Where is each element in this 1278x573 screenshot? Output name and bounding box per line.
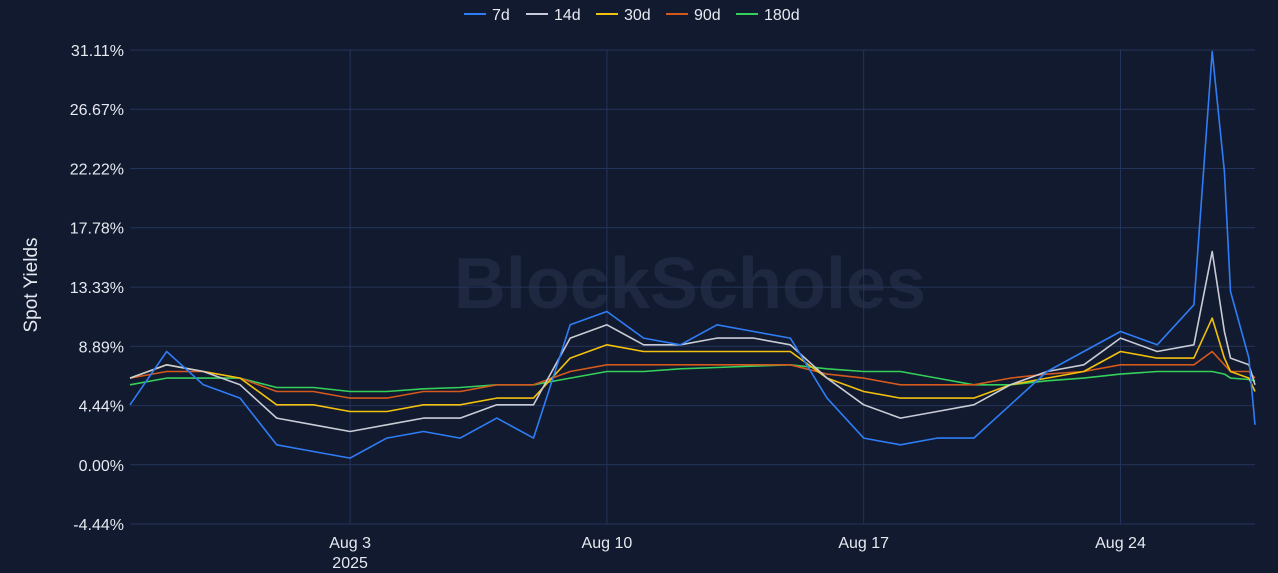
series-line-14d [129,250,1256,433]
y-tick-label: 4.44% [79,399,124,416]
y-tick-label: 31.11% [71,43,124,60]
y-axis: 31.11% 26.67% 22.22% 17.78% 13.33% 8.89% 4.44%… [70,43,124,534]
x-tick-label: Aug 10 [582,535,633,552]
y-tick-label: 26.67% [70,102,124,119]
y-tick-label: 17.78% [70,221,124,238]
y-axis-title: Spot Yields [21,237,42,332]
series-line-180d [129,364,1256,393]
y-tick-label: 8.89% [79,339,124,356]
watermark-logo-text: BlockScholes [454,244,926,324]
x-tick-label: Aug 17 [838,535,889,552]
legend-label: 7d [492,7,510,24]
x-tick-label: Aug 24 [1095,535,1146,552]
grid-layer [130,49,1255,525]
legend-label: 180d [764,7,800,24]
series-line-30d [129,317,1256,413]
x-axis: Aug 3 2025 Aug 10 Aug 17 Aug 24 [329,535,1146,572]
legend-label: 90d [694,7,721,24]
legend-label: 14d [554,7,581,24]
legend-item-14d[interactable]: 14d [526,7,581,24]
series-line-90d [129,350,1256,399]
legend-item-30d[interactable]: 30d [596,7,651,24]
y-tick-label: 13.33% [70,280,124,297]
legend-label: 30d [624,7,651,24]
x-tick-label: Aug 3 [329,535,371,552]
series-layer [129,50,1256,459]
y-tick-label: 0.00% [79,458,124,475]
y-tick-label: 22.22% [70,162,124,179]
legend-item-7d[interactable]: 7d [464,7,510,24]
legend[interactable]: 7d 14d 30d 90d 180d [464,7,800,24]
y-tick-label: -4.44% [73,517,124,534]
x-tick-sublabel: 2025 [332,555,368,568]
legend-item-180d[interactable]: 180d [736,7,800,24]
series-line-7d [129,50,1256,459]
legend-item-90d[interactable]: 90d [666,7,721,24]
